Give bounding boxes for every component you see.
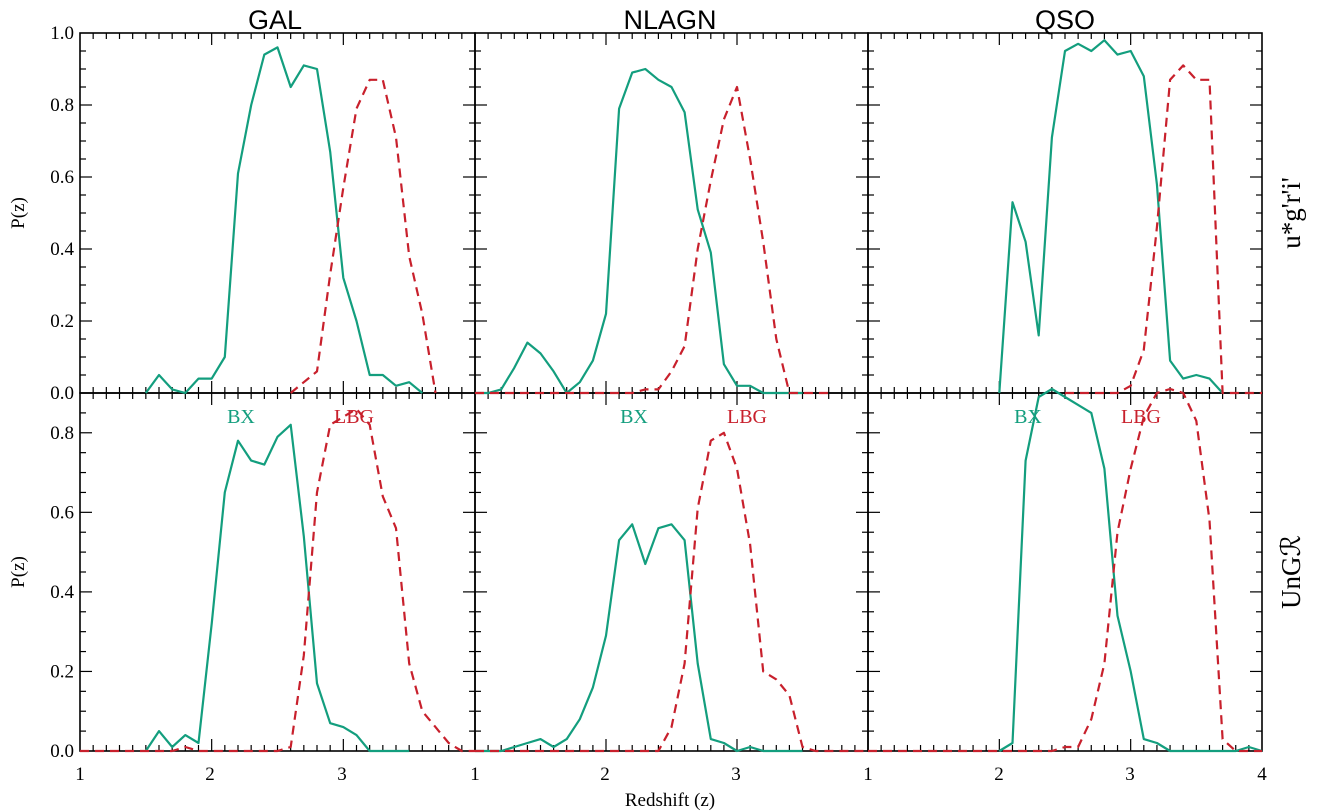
panel-frame-r0-c0 [79,32,476,394]
annotation-lbg-gal: LBG [334,406,374,428]
y-tick-label: 0.4 [50,239,74,260]
lbg-line-r0-c2 [1065,64,1262,395]
y-tick-label: 0.0 [50,383,74,404]
panel-frame-r1-c1 [474,392,869,752]
series-lines [80,39,1263,753]
lbg-line-r0-c1 [475,85,829,395]
y-axis-label-bottom: P(z) [8,556,29,588]
panel-frame-r1-c2 [867,392,1263,752]
lbg-line-r0-c0 [290,78,437,394]
y-tick-label: 0.8 [50,423,74,444]
y-tick-label: 0.2 [50,311,74,332]
y-tick-label: 0.2 [50,661,74,682]
row-label-ugr-filters: UnGℛ [1276,535,1306,609]
lbg-line-r1-c2 [868,387,1262,753]
x-tick-label: 2 [994,764,1004,785]
bx-line-r0-c1 [475,67,803,395]
annotation-bx-gal: BX [227,406,255,428]
row-label-sdss-filters: u*g'r'i' [1276,177,1306,249]
chart-labels: GAL NLAGN QSO Redshift (z) P(z) P(z) u*g… [8,5,1306,811]
bx-line-r1-c1 [475,523,803,753]
column-title-nlagn: NLAGN [623,5,716,35]
annotation-lbg-qso: LBG [1121,406,1161,428]
lbg-line-r1-c0 [80,407,475,753]
y-tick-label: 0.0 [50,741,74,762]
x-tick-label: 3 [337,764,347,785]
bx-line-r0-c2 [998,39,1224,394]
y-tick-label: 0.8 [50,95,74,116]
bx-line-r1-c0 [144,423,410,753]
x-axis-label: Redshift (z) [625,790,715,811]
tick-labels: 0.0 0.2 0.4 0.6 0.8 1.0 0.0 0.2 0.4 0.6 0.8 1 2 3 1 2 3 1… [50,23,1267,785]
annotation-lbg-nlagn: LBG [727,406,767,428]
x-tick-label: 1 [470,764,480,785]
annotation-bx-nlagn: BX [620,406,648,428]
x-tick-label: 4 [1257,764,1267,785]
y-axis-label-top: P(z) [8,197,29,229]
bx-line-r1-c2 [998,387,1263,753]
y-tick-label: 0.6 [50,167,74,188]
bx-line-r0-c0 [144,46,423,395]
x-tick-label: 3 [731,764,741,785]
y-tick-label: 1.0 [50,23,74,44]
x-tick-label: 2 [600,764,610,785]
column-title-qso: QSO [1035,5,1095,35]
y-tick-label: 0.6 [50,502,74,523]
y-tick-label: 0.4 [50,582,74,603]
x-tick-label: 1 [75,764,85,785]
panel-frame-r0-c2 [867,32,1263,394]
x-tick-label: 2 [205,764,215,785]
lbg-line-r1-c1 [475,431,868,753]
annotation-bx-qso: BX [1014,406,1042,428]
panel-frame-r1-c0 [79,392,476,752]
column-title-gal: GAL [248,5,302,35]
x-tick-label: 1 [863,764,873,785]
x-tick-label: 3 [1125,764,1135,785]
